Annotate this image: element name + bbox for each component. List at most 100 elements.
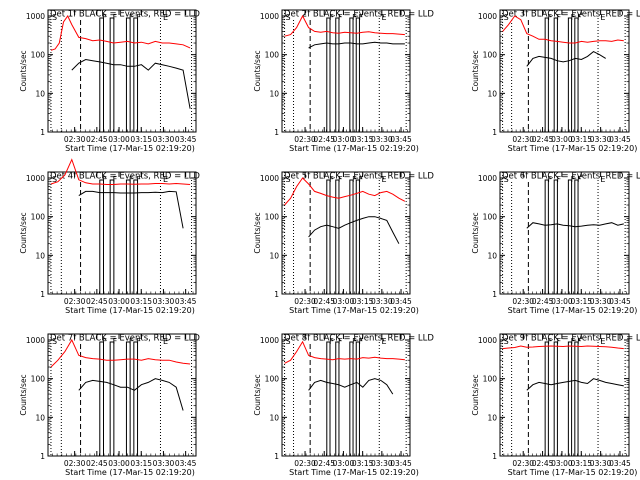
- x-tick-label: 03:45: [609, 135, 631, 144]
- marker-letter: E: [163, 13, 168, 22]
- x-tick-label: 03:30: [371, 135, 393, 144]
- marker-letter: F: [577, 175, 582, 184]
- x-tick-label: 03:30: [590, 459, 612, 468]
- marker-letter: F: [571, 337, 576, 346]
- y-tick-label: 1000: [260, 174, 279, 183]
- y-tick-label: 1: [492, 290, 497, 299]
- marker-letter: F: [547, 175, 552, 184]
- y-tick-label: 1: [40, 128, 45, 137]
- marker-letter: S: [286, 175, 291, 184]
- marker-letter: F: [136, 175, 141, 184]
- y-tick-label: 1000: [26, 174, 45, 183]
- series-lld: [502, 345, 624, 350]
- x-tick-label: 03:15: [352, 135, 374, 144]
- gap-box-F: [567, 179, 573, 295]
- series-events: [308, 378, 394, 395]
- x-tick-label: 03:30: [590, 135, 612, 144]
- y-tick-label: 100: [31, 51, 46, 60]
- chart-title: Det 9f BLACK = Events, RED = LLD: [502, 334, 640, 344]
- y-tick-label: 10: [269, 413, 279, 422]
- y-axis-label: Counts/sec: [471, 50, 480, 91]
- y-tick-label: 1000: [478, 174, 497, 183]
- marker-letter: S: [52, 175, 57, 184]
- chart-title: Det 5f BLACK = Events, RED = LLD: [284, 172, 434, 182]
- gap-box-F: [125, 179, 131, 295]
- plot-frame: [47, 333, 197, 457]
- y-axis-label: Counts/sec: [19, 212, 28, 253]
- gap-box-F: [567, 341, 573, 457]
- gap-box-F: [349, 179, 354, 295]
- gap-box-F: [109, 17, 115, 133]
- x-tick-label: 02:30: [512, 135, 534, 144]
- gap-box-F: [355, 179, 360, 295]
- gap-box-F: [553, 179, 558, 295]
- gap-box-F: [574, 179, 579, 295]
- series-lld: [284, 14, 405, 37]
- marker-letter: F: [338, 175, 343, 184]
- marker-letter: S: [52, 13, 57, 22]
- marker-letter: F: [556, 13, 561, 22]
- series-lld: [50, 158, 191, 185]
- gap-box-F: [355, 17, 360, 133]
- x-tick-label: 03:45: [609, 459, 631, 468]
- gap-box-F: [567, 17, 573, 133]
- y-tick-label: 100: [265, 213, 280, 222]
- x-axis-label: Start Time (17-Mar-15 02:19:20): [65, 144, 195, 153]
- x-tick-label: 03:30: [153, 297, 175, 306]
- x-tick-label: 03:00: [108, 135, 130, 144]
- y-tick-label: 10: [487, 413, 497, 422]
- chart-title: Det 6f BLACK = Events, RED = LLD: [502, 172, 640, 182]
- chart-panel-3: Det 3f BLACK = Events, RED = LLD 1 10 100 10…: [471, 9, 640, 153]
- plot-frame: [281, 9, 411, 133]
- y-tick-label: 100: [483, 51, 498, 60]
- x-tick-label: 03:15: [352, 459, 374, 468]
- x-tick-label: 02:30: [512, 459, 534, 468]
- marker-letter: F: [102, 13, 107, 22]
- y-tick-label: 100: [265, 51, 280, 60]
- y-axis-label: Counts/sec: [253, 374, 262, 415]
- chart-title: Det 3f BLACK = Events, RED = LLD: [502, 10, 640, 20]
- marker-letter: F: [102, 337, 107, 346]
- x-tick-label: 03:15: [130, 135, 152, 144]
- x-axis-label: Start Time (17-Mar-15 02:19:20): [289, 468, 419, 477]
- marker-letter: F: [136, 337, 141, 346]
- y-tick-label: 100: [483, 375, 498, 384]
- x-tick-label: 02:45: [86, 135, 108, 144]
- gap-box-F: [544, 179, 549, 295]
- series-lld: [50, 15, 191, 51]
- marker-letter: F: [129, 13, 134, 22]
- series-events: [526, 378, 624, 391]
- x-tick-label: 03:30: [371, 297, 393, 306]
- gap-box-F: [326, 17, 331, 133]
- series-events: [78, 378, 184, 411]
- y-axis-label: Counts/sec: [471, 212, 480, 253]
- marker-letter: F: [102, 175, 107, 184]
- y-tick-label: 1000: [26, 336, 45, 345]
- gap-box-F: [355, 341, 360, 457]
- series-lld: [502, 15, 624, 44]
- x-axis-label: Start Time (17-Mar-15 02:19:20): [65, 306, 195, 315]
- y-tick-label: 1000: [260, 336, 279, 345]
- chart-panel-7: Det 7f BLACK = Events, RED = LLD 1 10 100 10…: [19, 333, 200, 477]
- y-tick-label: 100: [31, 375, 46, 384]
- series-events: [71, 58, 191, 109]
- chart-title: Det 4f BLACK = Events, RED = LLD: [50, 172, 200, 182]
- x-axis-label: Start Time (17-Mar-15 02:19:20): [289, 306, 419, 315]
- gap-box-F: [574, 341, 579, 457]
- gap-box-F: [349, 341, 354, 457]
- marker-letter: S: [504, 13, 509, 22]
- y-tick-label: 100: [31, 213, 46, 222]
- x-tick-label: 03:00: [551, 135, 573, 144]
- x-tick-label: 03:30: [371, 459, 393, 468]
- gap-box-F: [326, 341, 331, 457]
- gap-box-F: [99, 17, 105, 133]
- series-lld: [284, 177, 406, 206]
- marker-letter: F: [329, 337, 334, 346]
- gap-box-F: [544, 17, 549, 133]
- gap-box-F: [349, 17, 354, 133]
- chart-title: Det 2f BLACK = Events, RED = LLD: [284, 10, 434, 20]
- marker-letter: E: [600, 13, 605, 22]
- x-tick-label: 03:00: [108, 459, 130, 468]
- marker-letter: F: [571, 13, 576, 22]
